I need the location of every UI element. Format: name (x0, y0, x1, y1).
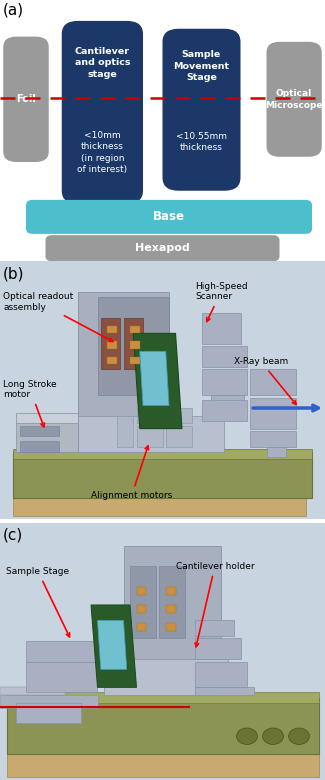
Bar (136, 623, 146, 631)
Text: Sample Stage: Sample Stage (6, 567, 70, 636)
Bar (130, 326, 140, 333)
Bar (130, 341, 140, 349)
Bar (136, 408, 162, 424)
Bar (211, 395, 244, 406)
Bar (250, 370, 296, 395)
Text: Hexapod: Hexapod (135, 243, 190, 254)
Text: (b): (b) (3, 267, 25, 282)
Bar (107, 356, 117, 364)
Bar (107, 326, 117, 333)
Bar (13, 493, 305, 516)
FancyBboxPatch shape (62, 21, 143, 204)
Bar (195, 620, 234, 636)
Circle shape (237, 728, 257, 744)
Text: Long Stroke
motor: Long Stroke motor (3, 380, 57, 427)
Bar (78, 292, 169, 452)
Bar (104, 659, 228, 695)
Text: (a): (a) (3, 2, 24, 18)
Polygon shape (140, 351, 169, 406)
Text: Optical
Microscope: Optical Microscope (266, 89, 323, 109)
Bar (0, 695, 98, 708)
Polygon shape (98, 620, 127, 669)
Bar (250, 431, 296, 447)
Bar (202, 313, 240, 344)
Bar (26, 641, 97, 661)
Polygon shape (91, 605, 136, 687)
Circle shape (263, 728, 283, 744)
FancyBboxPatch shape (266, 42, 322, 157)
Text: Base: Base (153, 211, 185, 223)
Text: Sample
Movement
Stage: Sample Movement Stage (174, 50, 229, 82)
Text: X-Ray beam: X-Ray beam (234, 357, 296, 404)
Bar (124, 318, 143, 370)
Bar (0, 687, 65, 695)
Text: Alignment motors: Alignment motors (91, 446, 172, 500)
Bar (124, 546, 221, 695)
Bar (166, 605, 176, 613)
Bar (6, 752, 318, 778)
Bar (266, 447, 286, 457)
Bar (20, 441, 58, 452)
Bar (202, 370, 247, 395)
Bar (6, 693, 318, 703)
Bar (166, 623, 176, 631)
Bar (13, 449, 312, 459)
Bar (117, 416, 133, 447)
FancyBboxPatch shape (3, 37, 49, 162)
Text: High-Speed
Scanner: High-Speed Scanner (195, 282, 248, 321)
Bar (136, 426, 162, 447)
Bar (6, 697, 318, 754)
Bar (98, 297, 169, 395)
Polygon shape (133, 333, 182, 429)
Bar (130, 566, 156, 638)
Bar (159, 566, 185, 638)
Bar (16, 421, 114, 452)
Bar (78, 416, 224, 452)
Bar (195, 687, 254, 695)
Text: <10.55mm
thickness: <10.55mm thickness (176, 132, 227, 152)
Bar (16, 413, 114, 424)
Text: <10mm
thickness
(in region
of interest): <10mm thickness (in region of interest) (77, 131, 127, 174)
Text: (c): (c) (3, 528, 23, 543)
Circle shape (289, 728, 309, 744)
Bar (16, 703, 81, 723)
Text: Foil: Foil (16, 94, 36, 105)
Bar (130, 356, 140, 364)
Text: Cantilever holder: Cantilever holder (176, 562, 254, 647)
Bar (166, 426, 192, 447)
Text: Optical readout
assembly: Optical readout assembly (3, 292, 113, 342)
Bar (250, 398, 296, 429)
Bar (20, 426, 58, 436)
Bar (202, 346, 247, 367)
Bar (166, 408, 192, 424)
FancyBboxPatch shape (46, 236, 280, 261)
Bar (136, 587, 146, 594)
Bar (202, 400, 247, 421)
FancyBboxPatch shape (26, 200, 312, 234)
Bar (107, 341, 117, 349)
Bar (195, 661, 247, 687)
Bar (136, 605, 146, 613)
Bar (26, 661, 97, 693)
Text: Cantilever
and optics
stage: Cantilever and optics stage (75, 47, 130, 79)
FancyBboxPatch shape (162, 29, 240, 191)
Polygon shape (13, 452, 312, 498)
Bar (166, 587, 176, 594)
Bar (195, 638, 240, 659)
Bar (101, 318, 120, 370)
